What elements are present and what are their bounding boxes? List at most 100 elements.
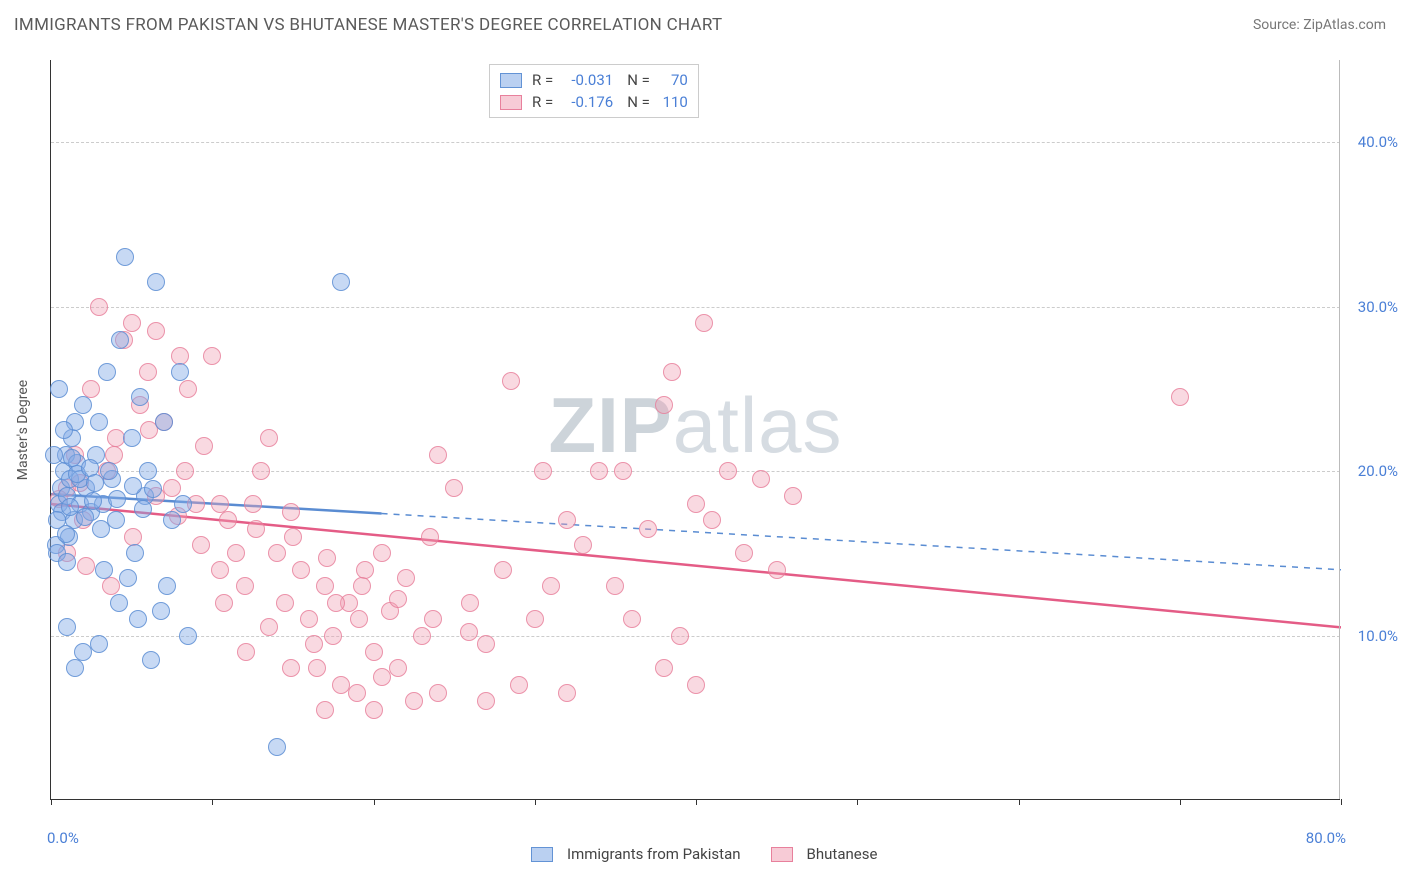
data-point [574, 536, 592, 554]
data-point [90, 413, 108, 431]
data-point [111, 331, 129, 349]
data-point [327, 594, 345, 612]
data-point [316, 577, 334, 595]
data-point [260, 618, 278, 636]
data-point [305, 635, 323, 653]
data-point [655, 659, 673, 677]
data-point [424, 610, 442, 628]
x-tick [1019, 799, 1020, 805]
data-point [655, 396, 673, 414]
data-point [663, 363, 681, 381]
data-point [768, 561, 786, 579]
series-legend: Immigrants from PakistanBhutanese [531, 845, 877, 863]
data-point [171, 347, 189, 365]
data-point [752, 470, 770, 488]
data-point [526, 610, 544, 628]
data-point [139, 363, 157, 381]
data-point [389, 590, 407, 608]
data-point [429, 684, 447, 702]
gridline [51, 142, 1340, 143]
y-tick-label: 20.0% [1346, 462, 1398, 480]
data-point [236, 577, 254, 595]
correlation-legend: R =-0.031N =70R =-0.176N =110 [489, 64, 699, 118]
y-axis-label: Master's Degree [15, 379, 31, 479]
data-point [105, 446, 123, 464]
data-point [57, 525, 75, 543]
data-point [227, 544, 245, 562]
data-point [316, 701, 334, 719]
data-point [179, 627, 197, 645]
legend-swatch [771, 847, 793, 862]
legend-item: Bhutanese [771, 845, 878, 863]
y-tick-label: 10.0% [1346, 627, 1398, 645]
data-point [735, 544, 753, 562]
legend-r-label: R = [532, 91, 553, 113]
data-point [126, 544, 144, 562]
data-point [282, 659, 300, 677]
data-point [318, 549, 336, 567]
legend-n-value: 110 [654, 91, 688, 113]
data-point [84, 492, 102, 510]
data-point [784, 487, 802, 505]
data-point [606, 577, 624, 595]
data-point [58, 618, 76, 636]
data-point [614, 462, 632, 480]
data-point [86, 474, 104, 492]
gridline [51, 307, 1340, 308]
data-point [116, 248, 134, 266]
x-tick [374, 799, 375, 805]
legend-r-label: R = [532, 69, 553, 91]
data-point [74, 396, 92, 414]
trend-line [51, 504, 1341, 627]
data-point [282, 503, 300, 521]
data-point [142, 651, 160, 669]
data-point [176, 462, 194, 480]
data-point [477, 692, 495, 710]
data-point [413, 627, 431, 645]
source-attribution: Source: ZipAtlas.com [1253, 17, 1386, 33]
data-point [195, 437, 213, 455]
data-point [63, 449, 81, 467]
chart-title: IMMIGRANTS FROM PAKISTAN VS BHUTANESE MA… [14, 15, 722, 35]
data-point [203, 347, 221, 365]
data-point [373, 668, 391, 686]
legend-swatch [500, 73, 522, 88]
data-point [100, 462, 118, 480]
data-point [134, 500, 152, 518]
data-point [542, 577, 560, 595]
x-tick [535, 799, 536, 805]
legend-n-value: 70 [654, 69, 688, 91]
data-point [695, 314, 713, 332]
data-point [76, 508, 94, 526]
data-point [58, 553, 76, 571]
legend-swatch [500, 95, 522, 110]
data-point [397, 569, 415, 587]
data-point [124, 528, 142, 546]
data-point [147, 273, 165, 291]
data-point [405, 692, 423, 710]
data-point [139, 462, 157, 480]
data-point [510, 676, 528, 694]
x-tick [212, 799, 213, 805]
data-point [268, 544, 286, 562]
legend-swatch [531, 847, 553, 862]
data-point [174, 495, 192, 513]
data-point [353, 577, 371, 595]
data-point [268, 738, 286, 756]
data-point [703, 511, 721, 529]
data-point [284, 528, 302, 546]
legend-r-value: -0.176 [557, 91, 613, 113]
data-point [534, 462, 552, 480]
data-point [124, 477, 142, 495]
data-point [219, 511, 237, 529]
data-point [1171, 388, 1189, 406]
data-point [460, 623, 478, 641]
legend-series-name: Bhutanese [807, 845, 878, 863]
watermark: ZIPatlas [548, 379, 842, 470]
data-point [558, 684, 576, 702]
x-tick [696, 799, 697, 805]
data-point [95, 561, 113, 579]
data-point [215, 594, 233, 612]
data-point [50, 380, 68, 398]
legend-row: R =-0.176N =110 [500, 91, 688, 113]
